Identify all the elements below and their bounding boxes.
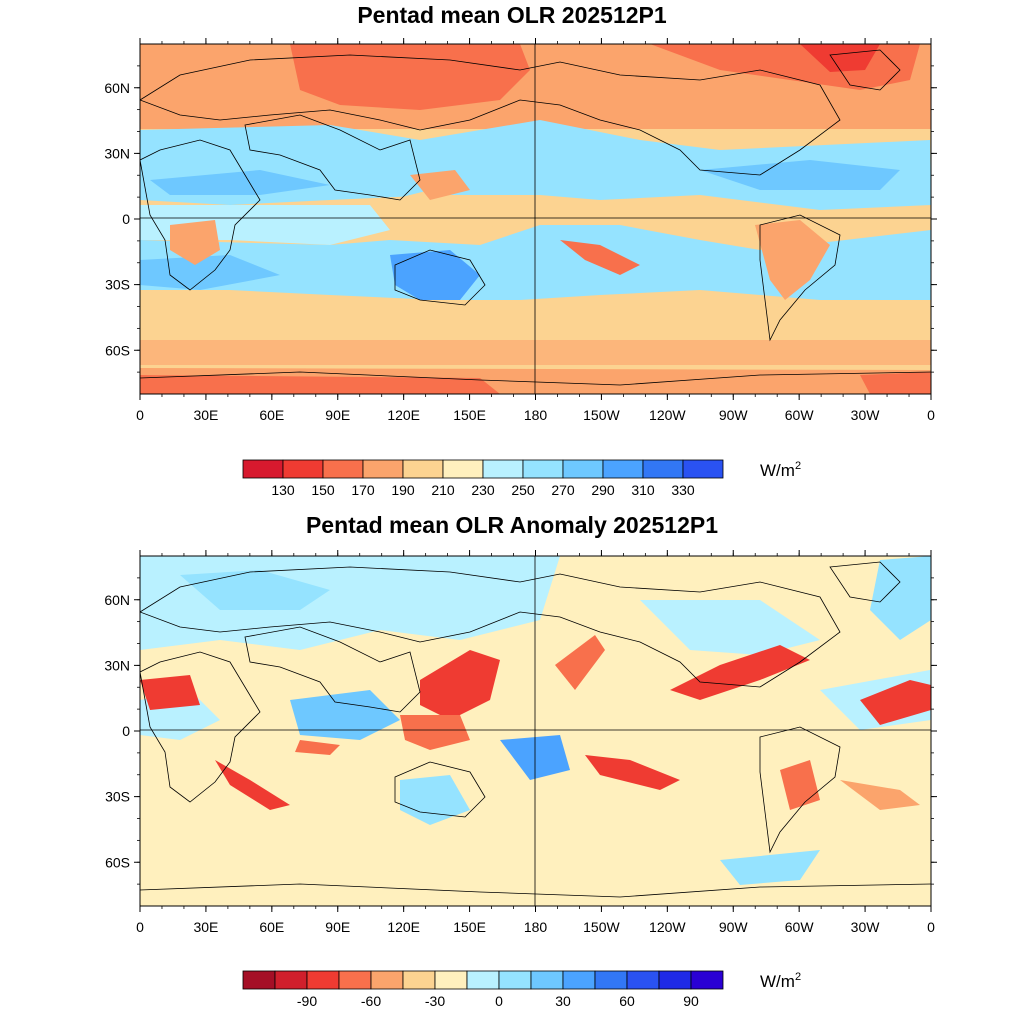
colorbar-swatch	[322, 459, 364, 479]
colorbar-label: 0	[495, 993, 503, 1009]
lat-tick-label: 30N	[104, 145, 130, 161]
lon-tick-label: 120E	[387, 919, 420, 935]
colorbar-swatch	[626, 970, 660, 990]
colorbar-unit-superscript: 2	[795, 460, 801, 472]
colorbar-swatch	[682, 459, 724, 479]
lon-tick-label: 30E	[193, 407, 218, 423]
lon-tick-label: 150E	[453, 407, 486, 423]
colorbar-label: 330	[671, 482, 695, 498]
lon-tick-label: 180	[524, 919, 548, 935]
lon-tick-label: 90W	[719, 407, 749, 423]
lon-tick-label: 30E	[193, 919, 218, 935]
panel2-map: 60N 30N 0 30S 60S 0 30E 60E 90E 120E 150E 180 150W 12…	[104, 550, 937, 935]
lon-tick-label: 30W	[851, 919, 881, 935]
lon-tick-label: 90E	[325, 919, 350, 935]
lon-tick-label: 150W	[583, 919, 620, 935]
colorbar-swatch	[242, 970, 276, 990]
colorbar-swatch	[562, 970, 596, 990]
colorbar-swatch	[498, 970, 532, 990]
colorbar-label: 170	[351, 482, 375, 498]
colorbar-swatch	[442, 459, 484, 479]
colorbar-label: 230	[471, 482, 495, 498]
lon-tick-label: 60E	[259, 407, 284, 423]
lon-tick-label: 90E	[325, 407, 350, 423]
colorbar-swatch	[466, 970, 500, 990]
lat-tick-label: 30S	[105, 277, 130, 293]
colorbar-swatch	[402, 970, 436, 990]
colorbar-label: 150	[311, 482, 335, 498]
colorbar-label: 90	[683, 993, 699, 1009]
colorbar-label: 210	[431, 482, 455, 498]
lon-tick-label: 150E	[453, 919, 486, 935]
colorbar-swatch	[602, 459, 644, 479]
panel1-map: 60N 30N 0 30S 60S 0 30E 60E 90E 120E 150E 180 150W 12…	[104, 38, 937, 423]
panel2-axis-ticks: 60N 30N 0 30S 60S 0 30E 60E 90E 120E 150E 180 150W 12…	[104, 550, 937, 935]
colorbar-label: -90	[297, 993, 317, 1009]
colorbar-swatch	[402, 459, 444, 479]
colorbar-label: -60	[361, 993, 381, 1009]
lon-tick-label: 30W	[851, 407, 881, 423]
colorbar-swatch	[594, 970, 628, 990]
panel2-title: Pentad mean OLR Anomaly 202512P1	[305, 512, 719, 538]
colorbar-swatch	[482, 459, 524, 479]
colorbar-swatch	[530, 970, 564, 990]
colorbar-label: 130	[271, 482, 295, 498]
lon-tick-label: 60E	[259, 919, 284, 935]
colorbar-label: 30	[555, 993, 571, 1009]
lat-tick-label: 60S	[105, 342, 130, 358]
panel2-field	[140, 556, 931, 906]
colorbar-label: 250	[511, 482, 535, 498]
colorbar-label: 270	[551, 482, 575, 498]
lon-tick-label: 120W	[649, 919, 686, 935]
lat-tick-label: 60N	[104, 592, 130, 608]
lon-tick-label: 120E	[387, 407, 420, 423]
colorbar-swatch	[434, 970, 468, 990]
lat-tick-label: 30N	[104, 657, 130, 673]
colorbar-swatch	[306, 970, 340, 990]
lat-tick-label: 0	[122, 211, 130, 227]
lon-tick-label: 60W	[785, 407, 815, 423]
colorbar-swatch	[242, 459, 284, 479]
panel2-coastlines	[140, 561, 931, 898]
panel1-title: Pentad mean OLR 202512P1	[357, 2, 667, 28]
colorbar-unit: W/m2	[760, 971, 801, 991]
lon-tick-label: 180	[524, 407, 548, 423]
panel2-colorbar: -90 -60 -30 0 30 60 90 W/m2	[242, 970, 801, 1009]
colorbar-unit-superscript: 2	[795, 971, 801, 983]
panel1-axis-ticks: 60N 30N 0 30S 60S 0 30E 60E 90E 120E 150E 180 150W 12…	[104, 38, 937, 423]
colorbar-unit: W/m2	[760, 460, 801, 480]
panel1-colorbar: 130 150 170 190 210 230 250 270 290 310 330 W/m2	[242, 459, 801, 498]
colorbar-label: 310	[631, 482, 655, 498]
lon-tick-label: 0	[927, 919, 935, 935]
lon-tick-label: 0	[136, 919, 144, 935]
lat-tick-label: 60S	[105, 854, 130, 870]
colorbar-swatch	[362, 459, 404, 479]
lon-tick-label: 60W	[785, 919, 815, 935]
panel1-field	[140, 44, 931, 394]
lat-tick-label: 60N	[104, 80, 130, 96]
lon-tick-label: 90W	[719, 919, 749, 935]
colorbar-swatch	[562, 459, 604, 479]
colorbar-swatch	[522, 459, 564, 479]
colorbar-swatch	[282, 459, 324, 479]
lon-tick-label: 0	[136, 407, 144, 423]
colorbar-label: 290	[591, 482, 615, 498]
colorbar-swatch	[642, 459, 684, 479]
lon-tick-label: 120W	[649, 407, 686, 423]
colorbar-label: 190	[391, 482, 415, 498]
colorbar-swatch	[338, 970, 372, 990]
panel1-coastlines	[140, 49, 931, 386]
colorbar-swatch	[690, 970, 724, 990]
lon-tick-label: 0	[927, 407, 935, 423]
colorbar-label: 60	[619, 993, 635, 1009]
lat-tick-label: 30S	[105, 789, 130, 805]
lon-tick-label: 150W	[583, 407, 620, 423]
colorbar-swatch	[274, 970, 308, 990]
lat-tick-label: 0	[122, 723, 130, 739]
colorbar-label: -30	[425, 993, 445, 1009]
colorbar-swatch	[658, 970, 692, 990]
colorbar-swatch	[370, 970, 404, 990]
